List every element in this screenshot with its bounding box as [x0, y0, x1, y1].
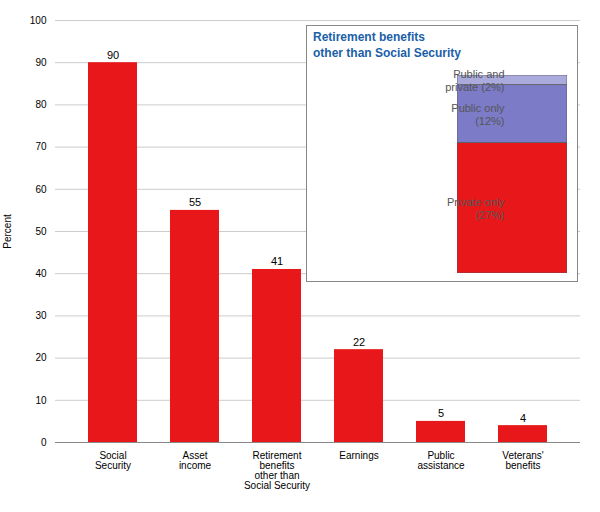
svg-text:22: 22 — [353, 336, 365, 348]
svg-text:60: 60 — [35, 184, 47, 195]
svg-text:40: 40 — [35, 268, 47, 279]
svg-text:50: 50 — [35, 226, 47, 237]
svg-text:4: 4 — [520, 412, 526, 424]
svg-text:Earnings: Earnings — [339, 450, 378, 461]
svg-text:Publicassistance: Publicassistance — [417, 450, 465, 471]
svg-text:SocialSecurity: SocialSecurity — [95, 450, 131, 471]
svg-text:90: 90 — [35, 57, 47, 68]
svg-text:30: 30 — [35, 310, 47, 321]
svg-text:Public only(12%): Public only(12%) — [451, 102, 505, 127]
svg-text:0: 0 — [41, 437, 47, 448]
svg-text:10: 10 — [35, 395, 47, 406]
svg-text:80: 80 — [35, 99, 47, 110]
html-text:Retirement benefits other than: Retirement benefits other than Social Se… — [313, 30, 461, 60]
svg-text:100: 100 — [30, 15, 47, 26]
svg-text:5: 5 — [438, 407, 444, 419]
svg-text:Private only(27%): Private only(27%) — [447, 196, 505, 221]
svg-text:70: 70 — [35, 141, 47, 152]
svg-text:Veterans'benefits: Veterans'benefits — [502, 450, 543, 471]
svg-text:Percent: Percent — [2, 214, 13, 249]
svg-text:55: 55 — [189, 196, 201, 208]
svg-text:Assetincome: Assetincome — [179, 450, 212, 471]
svg-text:Public andprivate (2%): Public andprivate (2%) — [445, 68, 504, 93]
svg-text:Retirementbenefitsother thanSo: Retirementbenefitsother thanSocial Secur… — [244, 450, 310, 491]
svg-text:20: 20 — [35, 352, 47, 363]
svg-text:90: 90 — [107, 49, 119, 61]
svg-text:41: 41 — [271, 255, 283, 267]
